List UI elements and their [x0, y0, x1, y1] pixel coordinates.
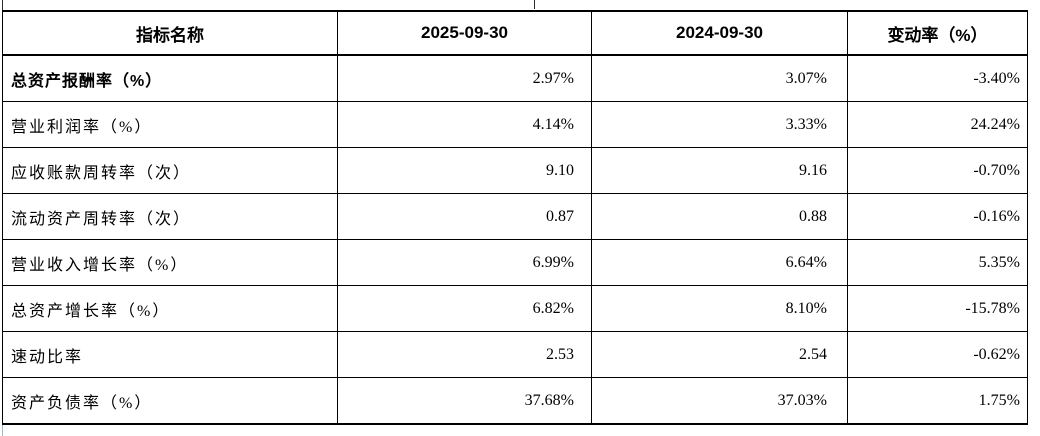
table-row: 总资产增长率（%） 6.82% 8.10% -15.78% [2, 285, 1028, 332]
table-row: 营业利润率（%） 4.14% 3.33% 24.24% [2, 101, 1028, 148]
indicator-name-cell: 应收账款周转率（次） [2, 147, 338, 194]
column-header-change-rate: 变动率（%） [847, 10, 1028, 56]
value-2025-cell: 2.97% [337, 54, 592, 102]
table-row: 流动资产周转率（次） 0.87 0.88 -0.16% [2, 193, 1028, 240]
value-2025-cell: 0.87 [337, 193, 592, 240]
table-row: 总资产报酬率（%） 2.97% 3.07% -3.40% [2, 54, 1028, 102]
value-2025-cell: 6.99% [337, 239, 592, 286]
table-row: 资产负债率（%） 37.68% 37.03% 1.75% [2, 377, 1028, 425]
value-2024-cell: 9.16 [591, 147, 848, 194]
change-rate-cell: -0.70% [847, 147, 1028, 194]
change-rate-cell: -0.62% [847, 331, 1028, 378]
table-header: 指标名称 2025-09-30 2024-09-30 变动率（%） [2, 10, 1028, 56]
value-2025-cell: 2.53 [337, 331, 592, 378]
value-2024-cell: 8.10% [591, 285, 848, 332]
table-row: 营业收入增长率（%） 6.99% 6.64% 5.35% [2, 239, 1028, 286]
indicator-name-cell: 流动资产周转率（次） [2, 193, 338, 240]
change-rate-cell: 1.75% [847, 377, 1028, 425]
value-2025-cell: 4.14% [337, 101, 592, 148]
change-rate-cell: 5.35% [847, 239, 1028, 286]
table-body: 总资产报酬率（%） 2.97% 3.07% -3.40% 营业利润率（%） 4.… [2, 54, 1028, 425]
indicator-name-cell: 营业利润率（%） [2, 101, 338, 148]
column-header-date-2025: 2025-09-30 [337, 10, 592, 56]
table-row: 应收账款周转率（次） 9.10 9.16 -0.70% [2, 147, 1028, 194]
indicator-name-cell: 营业收入增长率（%） [2, 239, 338, 286]
value-2024-cell: 3.07% [591, 54, 848, 102]
value-2025-cell: 9.10 [337, 147, 592, 194]
value-2024-cell: 2.54 [591, 331, 848, 378]
indicator-name-cell: 速动比率 [2, 331, 338, 378]
cropped-table-border-fragment [2, 0, 3, 10]
change-rate-cell: -0.16% [847, 193, 1028, 240]
financial-indicators-table: 指标名称 2025-09-30 2024-09-30 变动率（%） 总资产报酬率… [2, 10, 1028, 425]
value-2024-cell: 0.88 [591, 193, 848, 240]
column-header-date-2024: 2024-09-30 [591, 10, 848, 56]
value-2024-cell: 6.64% [591, 239, 848, 286]
cropped-table-border-fragment [534, 0, 535, 9]
value-2025-cell: 37.68% [337, 377, 592, 425]
value-2024-cell: 3.33% [591, 101, 848, 148]
table-row: 速动比率 2.53 2.54 -0.62% [2, 331, 1028, 378]
change-rate-cell: -3.40% [847, 54, 1028, 102]
value-2024-cell: 37.03% [591, 377, 848, 425]
indicator-name-cell: 总资产增长率（%） [2, 285, 338, 332]
cropped-table-border-fragment [2, 425, 3, 436]
header-row: 指标名称 2025-09-30 2024-09-30 变动率（%） [2, 10, 1028, 56]
column-header-indicator-name: 指标名称 [2, 10, 338, 56]
indicator-name-cell: 总资产报酬率（%） [2, 54, 338, 102]
change-rate-cell: 24.24% [847, 101, 1028, 148]
value-2025-cell: 6.82% [337, 285, 592, 332]
change-rate-cell: -15.78% [847, 285, 1028, 332]
indicator-name-cell: 资产负债率（%） [2, 377, 338, 425]
